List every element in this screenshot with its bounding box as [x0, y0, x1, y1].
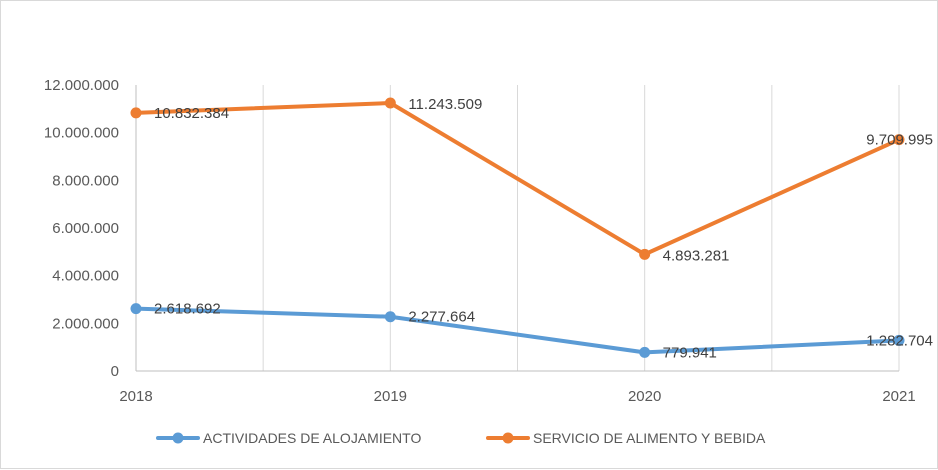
data-point: [384, 311, 396, 323]
y-tick-label: 2.000.000: [52, 315, 119, 332]
data-point: [384, 97, 396, 109]
y-tick-label: 12.000.000: [44, 77, 119, 94]
legend: ACTIVIDADES DE ALOJAMIENTO SERVICIO DE AL…: [156, 430, 766, 446]
data-label: 10.832.384: [154, 105, 229, 122]
data-label-layer: 2.618.692 2.277.664 779.941 1.282.704 10.832…: [154, 96, 933, 361]
x-tick-label: 2019: [374, 388, 407, 405]
y-tick-label: 0: [111, 363, 119, 380]
data-point: [639, 346, 651, 358]
data-label: 4.893.281: [663, 247, 730, 264]
y-tick-label: 6.000.000: [52, 220, 119, 237]
legend-marker-1: [172, 432, 184, 444]
data-point: [639, 248, 651, 260]
legend-label-2: SERVICIO DE ALIMENTO Y BEBIDA: [533, 430, 766, 446]
series-line-2: [134, 101, 901, 257]
x-tick-label: 2018: [119, 388, 152, 405]
data-point: [893, 134, 905, 146]
data-label: 2.277.664: [408, 309, 475, 326]
data-point: [130, 107, 142, 119]
legend-label-1: ACTIVIDADES DE ALOJAMIENTO: [203, 430, 421, 446]
legend-marker-2: [502, 432, 514, 444]
data-point: [130, 303, 142, 315]
series-line-1: [134, 306, 901, 355]
grid-layer: [262, 85, 900, 371]
data-label: 779.941: [663, 344, 717, 361]
series-layer: [130, 97, 905, 358]
data-label: 9.709.995: [866, 132, 933, 149]
data-label: 11.243.509: [408, 96, 482, 113]
x-tick-label: 2021: [882, 388, 915, 405]
x-tick-label: 2020: [628, 388, 661, 405]
y-tick-label: 4.000.000: [52, 268, 119, 285]
axis-layer: 0 2.000.000 4.000.000 6.000.000 8.000.000 10.…: [44, 77, 916, 405]
data-label: 2.618.692: [154, 301, 221, 318]
data-point: [893, 334, 905, 346]
y-tick-label: 10.000.000: [44, 125, 119, 142]
data-label: 1.282.704: [866, 332, 933, 349]
y-tick-label: 8.000.000: [52, 172, 119, 189]
